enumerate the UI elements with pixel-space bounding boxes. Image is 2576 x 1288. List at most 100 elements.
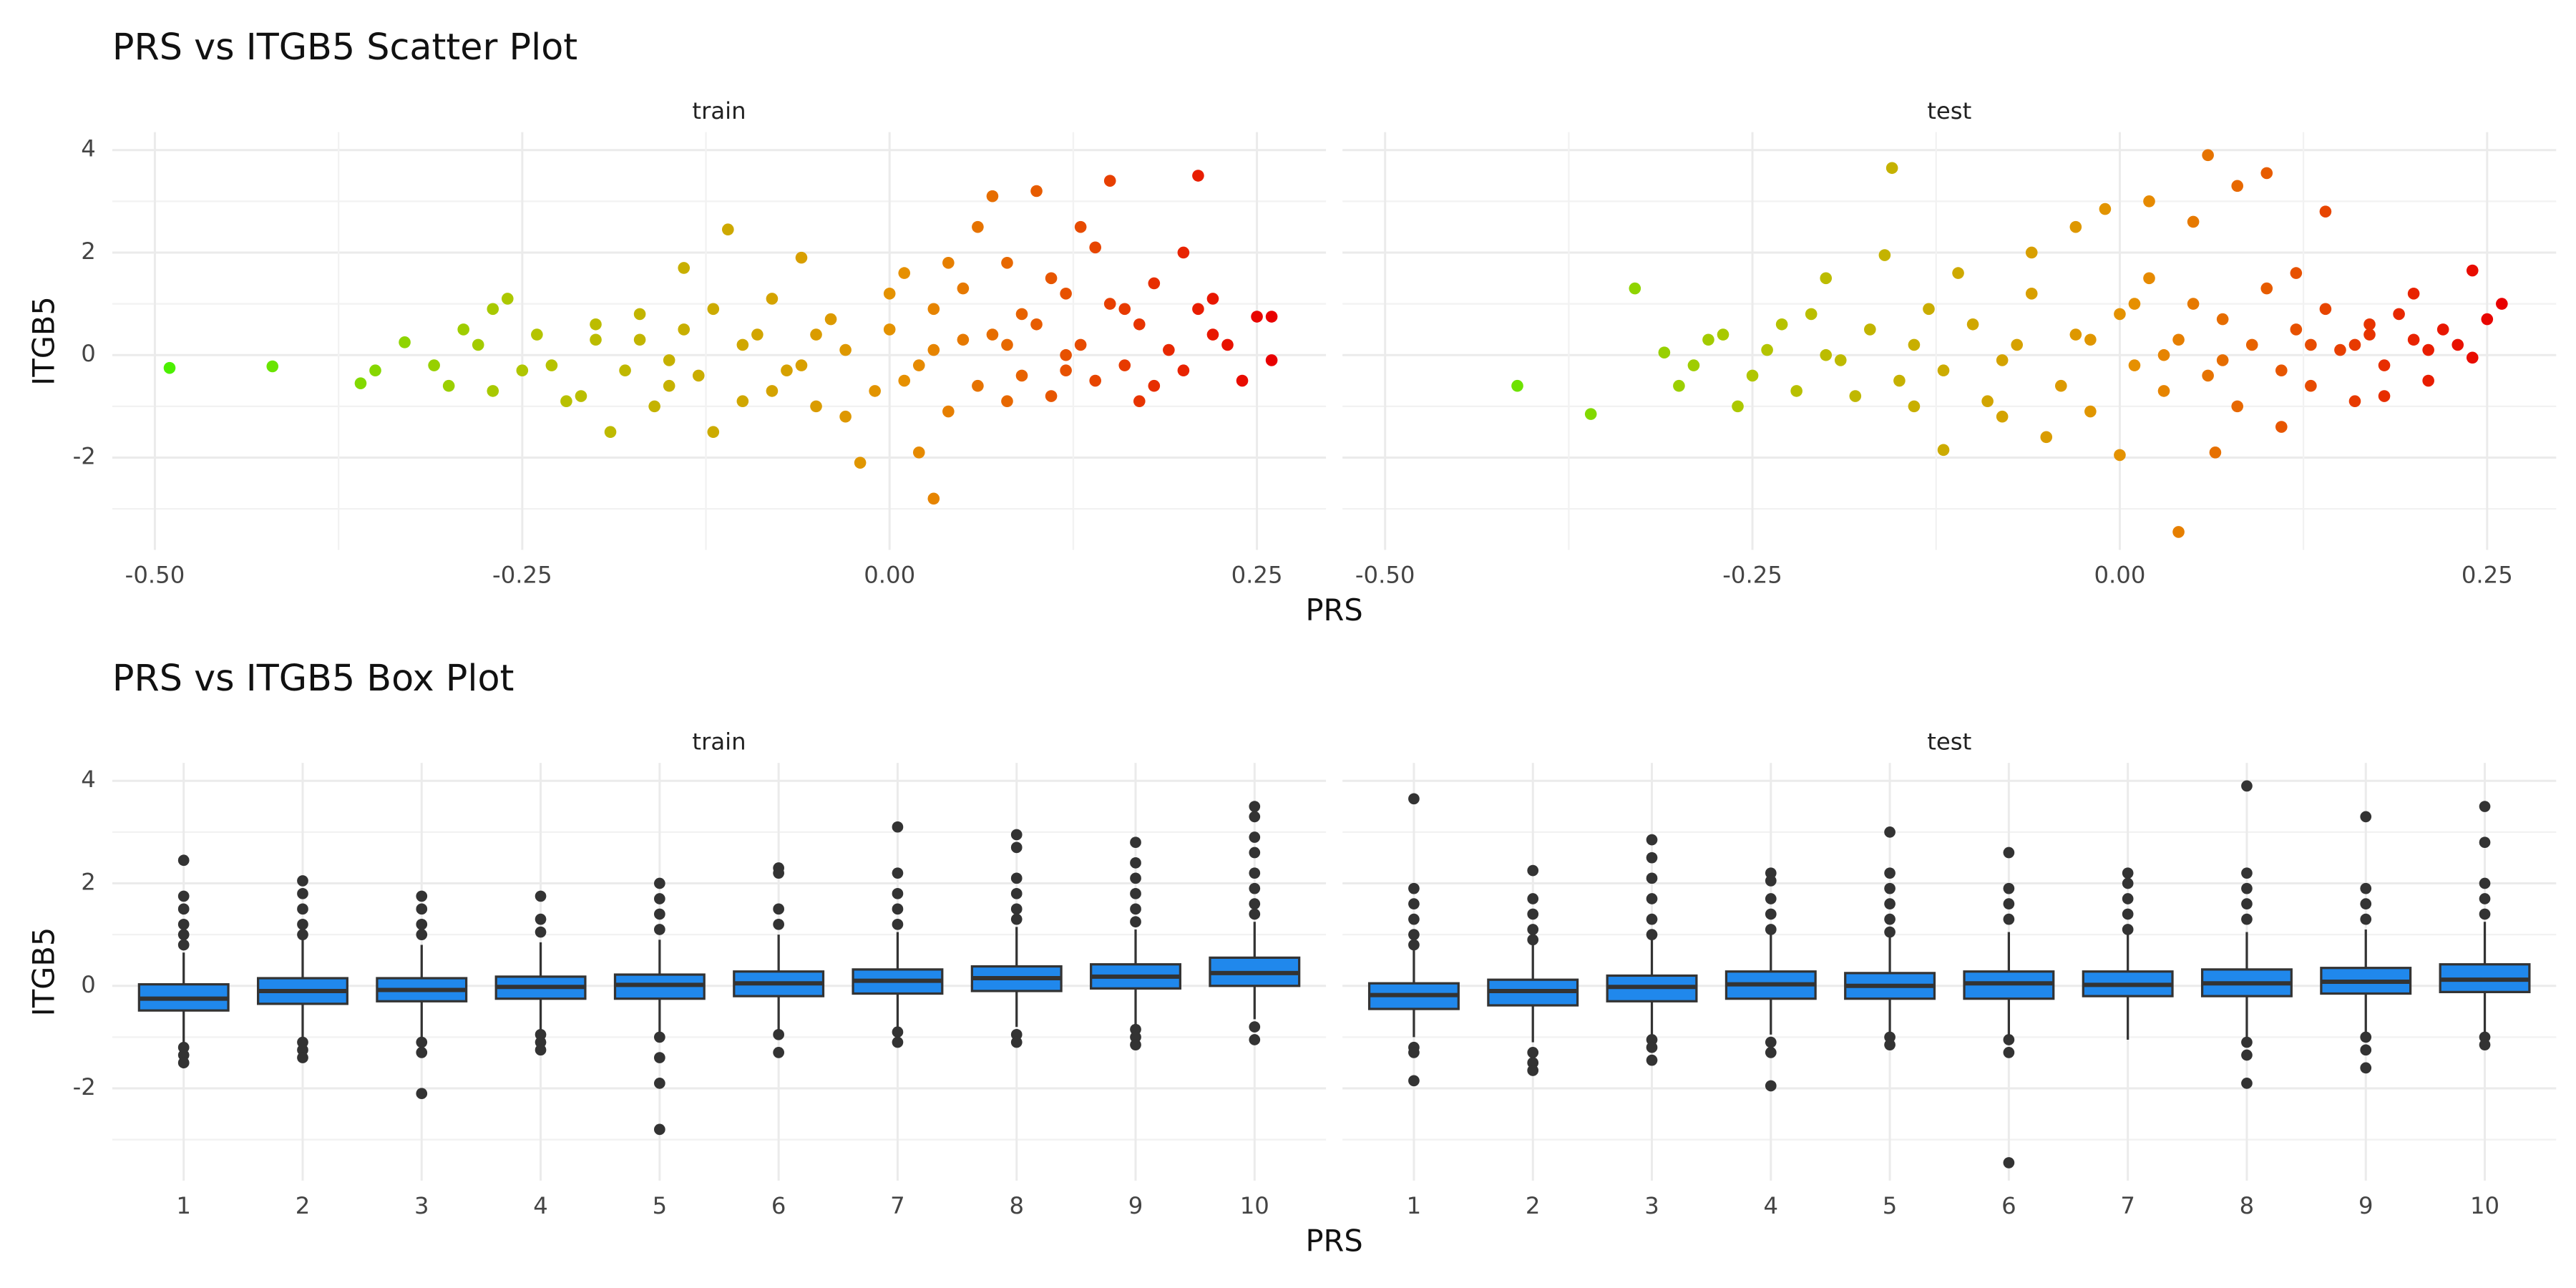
outlier	[773, 1047, 784, 1058]
outlier	[654, 1078, 665, 1089]
outlier	[2003, 1034, 2015, 1045]
point	[2025, 246, 2038, 259]
point	[1089, 374, 1101, 387]
point	[839, 410, 852, 423]
point	[1732, 400, 1744, 413]
point	[531, 328, 543, 341]
point	[1790, 385, 1802, 397]
outlier	[892, 1026, 904, 1038]
point	[1060, 364, 1072, 377]
point	[1148, 379, 1161, 392]
point	[927, 343, 940, 356]
point	[1893, 374, 1906, 387]
point	[1192, 303, 1204, 316]
point	[810, 328, 822, 341]
point	[2084, 333, 2097, 346]
point	[2378, 359, 2391, 371]
point	[1952, 267, 1964, 279]
point	[2011, 338, 2023, 351]
y-axis-title: ITGB5	[26, 296, 62, 386]
facet-label: train	[692, 97, 746, 125]
point	[369, 364, 381, 377]
outlier	[2360, 898, 2372, 910]
y-tick-label: 4	[81, 766, 96, 793]
facet-label: test	[1927, 728, 1971, 755]
outlier	[2122, 893, 2134, 904]
point	[2422, 374, 2434, 387]
outlier	[297, 1044, 308, 1056]
outlier	[2479, 801, 2491, 812]
point	[2407, 287, 2420, 300]
point	[722, 223, 734, 236]
outlier	[1408, 882, 1420, 894]
outlier	[1527, 893, 1539, 904]
outlier	[2360, 1044, 2372, 1056]
point	[2451, 338, 2464, 351]
outlier	[1765, 875, 1777, 887]
x-tick-label: 3	[414, 1192, 429, 1219]
outlier	[892, 821, 904, 833]
point	[619, 364, 631, 377]
point	[2202, 149, 2214, 162]
point	[2393, 308, 2405, 321]
outlier	[1527, 1065, 1539, 1076]
point	[1074, 220, 1087, 233]
point	[1511, 379, 1523, 392]
outlier	[2479, 836, 2491, 849]
point	[2260, 282, 2273, 295]
facet-label: train	[692, 728, 746, 755]
outlier	[2003, 898, 2015, 910]
point	[986, 328, 999, 341]
chart-title: PRS vs ITGB5 Box Plot	[112, 657, 514, 699]
outlier	[1408, 929, 1420, 940]
point	[2348, 338, 2361, 351]
outlier	[1130, 887, 1141, 899]
x-tick-label: 8	[2240, 1192, 2255, 1219]
point	[2319, 205, 2332, 218]
point	[898, 267, 911, 279]
outlier	[2241, 1078, 2253, 1089]
outlier	[297, 875, 308, 887]
outlier	[1010, 887, 1023, 899]
outlier	[2479, 1039, 2491, 1051]
point	[501, 293, 514, 305]
point	[1885, 162, 1898, 175]
outlier	[2360, 882, 2372, 894]
point	[2143, 272, 2155, 285]
point	[1265, 354, 1278, 366]
y-tick-label: -2	[73, 1073, 96, 1101]
outlier	[1527, 1047, 1539, 1058]
outlier	[1249, 801, 1261, 812]
point	[399, 336, 411, 348]
point	[2216, 313, 2229, 326]
point	[795, 251, 808, 264]
point	[2363, 328, 2376, 341]
point	[1996, 410, 2009, 423]
point	[2466, 264, 2479, 277]
x-tick-label: 9	[1128, 1192, 1143, 1219]
x-tick-label: 6	[771, 1192, 786, 1219]
outlier	[297, 1052, 308, 1063]
x-tick-label: 2	[296, 1192, 311, 1219]
point	[1206, 328, 1219, 341]
facet-label: test	[1927, 97, 1971, 125]
point	[604, 426, 617, 439]
point	[972, 379, 984, 392]
point	[1923, 303, 1935, 316]
point	[633, 308, 646, 321]
outlier	[1527, 934, 1539, 946]
outlier	[1130, 903, 1141, 915]
point	[1015, 308, 1028, 321]
outlier	[535, 1036, 547, 1048]
point	[2496, 298, 2508, 310]
outlier	[1646, 893, 1658, 904]
outlier	[1130, 1023, 1141, 1035]
point	[1746, 369, 1759, 382]
point	[1045, 272, 1058, 285]
point	[2054, 379, 2067, 392]
outlier	[177, 1049, 190, 1061]
point	[854, 457, 867, 469]
point	[824, 313, 837, 326]
